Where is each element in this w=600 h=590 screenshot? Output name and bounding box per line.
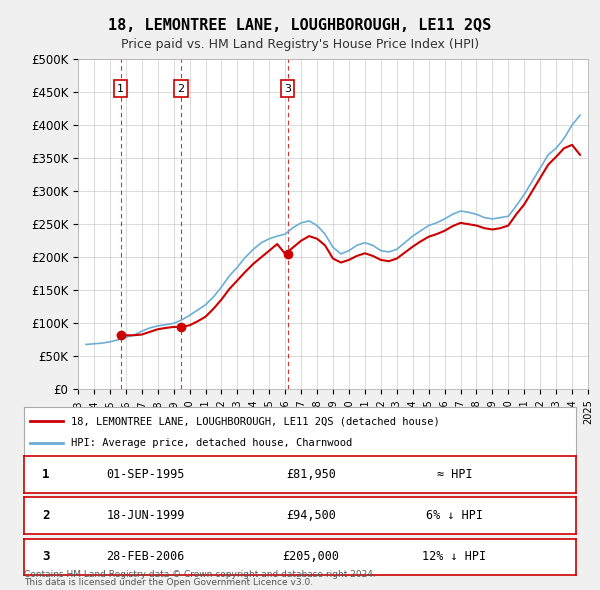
Text: 3: 3: [43, 550, 50, 563]
Text: 01-SEP-1995: 01-SEP-1995: [106, 468, 185, 481]
Text: 18, LEMONTREE LANE, LOUGHBOROUGH, LE11 2QS: 18, LEMONTREE LANE, LOUGHBOROUGH, LE11 2…: [109, 18, 491, 32]
Text: £94,500: £94,500: [286, 509, 336, 522]
Text: This data is licensed under the Open Government Licence v3.0.: This data is licensed under the Open Gov…: [24, 578, 313, 587]
Text: 18, LEMONTREE LANE, LOUGHBOROUGH, LE11 2QS (detached house): 18, LEMONTREE LANE, LOUGHBOROUGH, LE11 2…: [71, 416, 440, 426]
Text: Contains HM Land Registry data © Crown copyright and database right 2024.: Contains HM Land Registry data © Crown c…: [24, 571, 376, 579]
Text: £205,000: £205,000: [283, 550, 340, 563]
Text: ≈ HPI: ≈ HPI: [437, 468, 472, 481]
Text: HPI: Average price, detached house, Charnwood: HPI: Average price, detached house, Char…: [71, 438, 352, 448]
Text: 1: 1: [117, 84, 124, 94]
Text: £81,950: £81,950: [286, 468, 336, 481]
Text: 2: 2: [43, 509, 50, 522]
Text: 2: 2: [178, 84, 184, 94]
Text: 1: 1: [43, 468, 50, 481]
Text: Price paid vs. HM Land Registry's House Price Index (HPI): Price paid vs. HM Land Registry's House …: [121, 38, 479, 51]
Text: 18-JUN-1999: 18-JUN-1999: [106, 509, 185, 522]
Text: 6% ↓ HPI: 6% ↓ HPI: [426, 509, 483, 522]
Text: 28-FEB-2006: 28-FEB-2006: [106, 550, 185, 563]
Text: 3: 3: [284, 84, 291, 94]
Text: 12% ↓ HPI: 12% ↓ HPI: [422, 550, 487, 563]
